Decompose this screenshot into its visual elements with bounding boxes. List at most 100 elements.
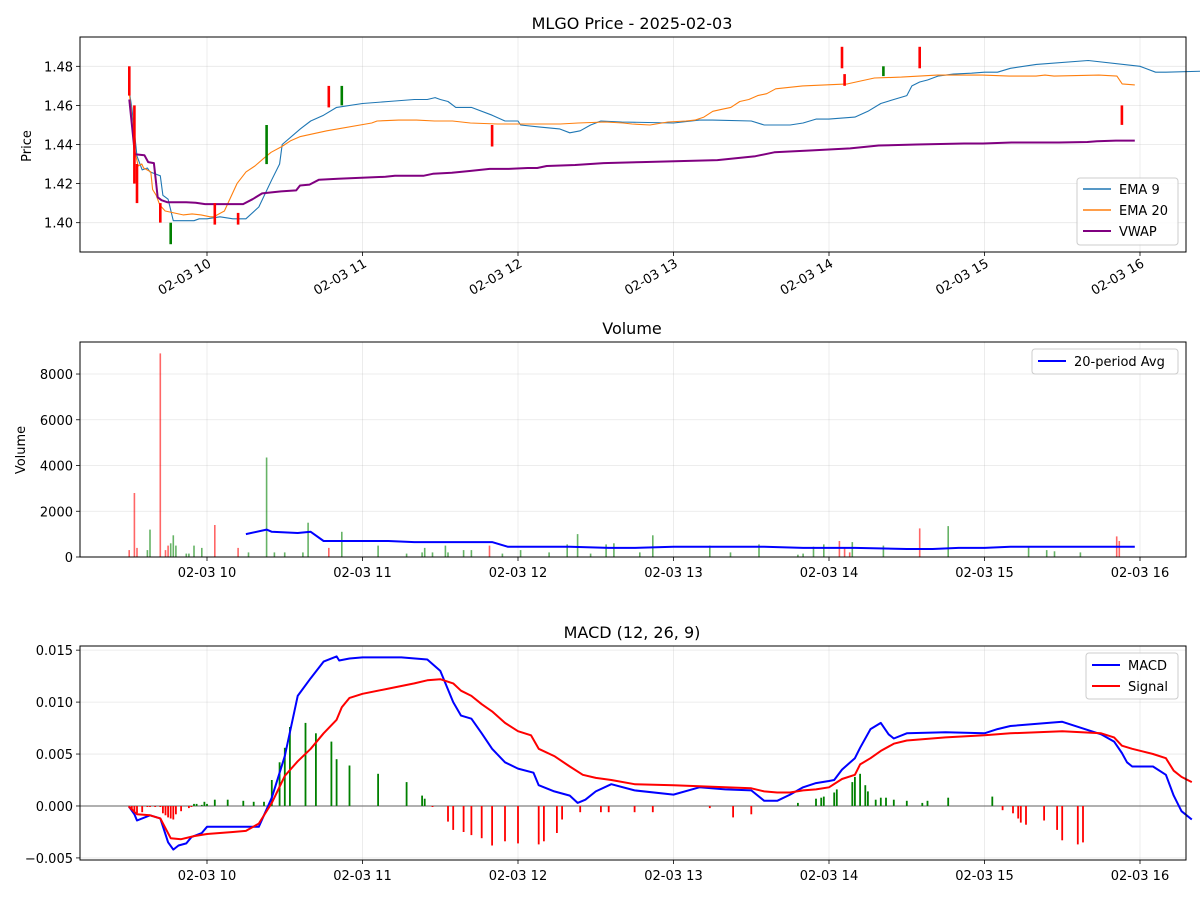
histogram-bar — [579, 806, 582, 813]
volume-bar — [652, 535, 654, 557]
histogram-bar — [1019, 806, 1022, 823]
y-tick-label: −0.005 — [25, 852, 73, 867]
histogram-bar — [252, 801, 255, 806]
volume-bar — [273, 552, 276, 557]
series-line-macd — [128, 655, 1193, 851]
histogram-bar — [175, 806, 177, 815]
volume-bar — [201, 547, 203, 557]
histogram-bar — [607, 806, 610, 813]
volume-axis-ticks: 02-03 10 02-03 11 02-03 12 02-03 13 02-03 14… — [40, 368, 1169, 581]
volume-bar — [797, 554, 799, 557]
y-tick-label: 0.010 — [36, 696, 73, 711]
histogram-bar — [885, 797, 887, 806]
volume-bar — [501, 553, 504, 557]
histogram-bar — [947, 797, 950, 806]
histogram-bar — [141, 806, 144, 813]
histogram-bar — [149, 806, 151, 807]
volume-bar — [421, 552, 423, 557]
legend-label-avg: 20-period Avg — [1074, 355, 1165, 370]
histogram-bar — [289, 727, 291, 806]
x-tick-label: 02-03 16 — [1111, 566, 1169, 581]
histogram-bar — [879, 797, 882, 806]
candle-up — [169, 222, 172, 245]
histogram-bar — [278, 762, 281, 806]
volume-bar — [377, 545, 379, 557]
histogram-bar — [136, 806, 138, 814]
legend-label-vwap: VWAP — [1119, 225, 1157, 240]
x-tick-label: 02-03 11 — [333, 869, 391, 884]
histogram-bar — [1056, 806, 1058, 830]
volume-bar — [882, 545, 885, 557]
histogram-bar — [835, 789, 838, 806]
volume-bar — [812, 546, 815, 557]
price-panel: MLGO Price - 2025-02-03 Price 02-03 10 02… — [20, 14, 1200, 299]
histogram-bar — [164, 806, 167, 816]
price-legend-box — [1076, 177, 1179, 246]
histogram-bar — [926, 800, 929, 806]
histogram-bar — [162, 806, 164, 814]
histogram-bar — [556, 806, 558, 833]
histogram-bar — [172, 806, 175, 820]
x-tick-label: 02-03 12 — [489, 566, 547, 581]
macd-panel: MACD (12, 26, 9) 02-03 10 02-03 11 02-03 1… — [25, 623, 1193, 884]
volume-bar — [167, 545, 169, 557]
volume-bar — [823, 544, 825, 557]
histogram-bar — [270, 780, 273, 806]
volume-bar — [405, 553, 408, 557]
y-tick-label: 8000 — [40, 368, 73, 383]
price-legend: EMA 9 EMA 20 VWAP — [1076, 177, 1179, 246]
histogram-bar — [537, 806, 540, 845]
y-tick-label: 1.48 — [44, 60, 73, 75]
candle-down — [236, 212, 240, 225]
histogram-bar — [462, 806, 465, 832]
volume-bar — [172, 535, 175, 557]
histogram-bar — [213, 799, 216, 806]
x-tick-label: 02-03 14 — [800, 869, 858, 884]
histogram-bar — [405, 782, 408, 806]
histogram-bar — [200, 804, 203, 806]
volume-bar — [1079, 552, 1082, 557]
histogram-bar — [905, 800, 908, 806]
volume-bar — [431, 552, 434, 557]
histogram-bar — [750, 806, 753, 815]
volume-bar — [164, 550, 167, 557]
histogram-bar — [797, 802, 799, 806]
candle-down — [133, 105, 136, 184]
y-tick-label: 0.015 — [36, 644, 73, 659]
volume-bar — [341, 531, 343, 557]
volume-bar — [188, 553, 190, 557]
legend-label-signal: Signal — [1128, 680, 1168, 695]
volume-bar — [283, 552, 286, 557]
histogram-bar — [195, 803, 198, 806]
histogram-bar — [421, 795, 423, 806]
histogram-bar — [815, 798, 817, 806]
histogram-bar — [190, 806, 193, 807]
histogram-bar — [921, 802, 924, 806]
histogram-bar — [193, 803, 195, 806]
volume-bars — [128, 353, 1121, 557]
volume-bar — [519, 550, 522, 557]
histogram-bar — [820, 797, 823, 806]
volume-bar — [843, 547, 846, 557]
volume-bar — [947, 526, 949, 557]
y-tick-label: 2000 — [40, 505, 73, 520]
volume-bar — [136, 547, 138, 557]
volume-bar — [237, 547, 239, 557]
macd-title: MACD (12, 26, 9) — [564, 623, 701, 642]
y-tick-label: 4000 — [40, 460, 73, 475]
histogram-bar — [708, 806, 711, 809]
histogram-bar — [859, 773, 861, 806]
volume-bar — [175, 545, 177, 557]
legend-label-ema20: EMA 20 — [1119, 204, 1168, 219]
volume-bar — [918, 528, 921, 557]
volume-bar — [185, 553, 188, 557]
histogram-bar — [242, 800, 245, 806]
volume-bar — [133, 493, 136, 557]
volume-legend: 20-period Avg — [1031, 348, 1179, 375]
histogram-bar — [188, 806, 190, 809]
x-tick-label: 02-03 15 — [955, 566, 1013, 581]
volume-bar — [605, 544, 607, 557]
volume-bar — [576, 534, 579, 557]
histogram-bar — [491, 806, 493, 846]
